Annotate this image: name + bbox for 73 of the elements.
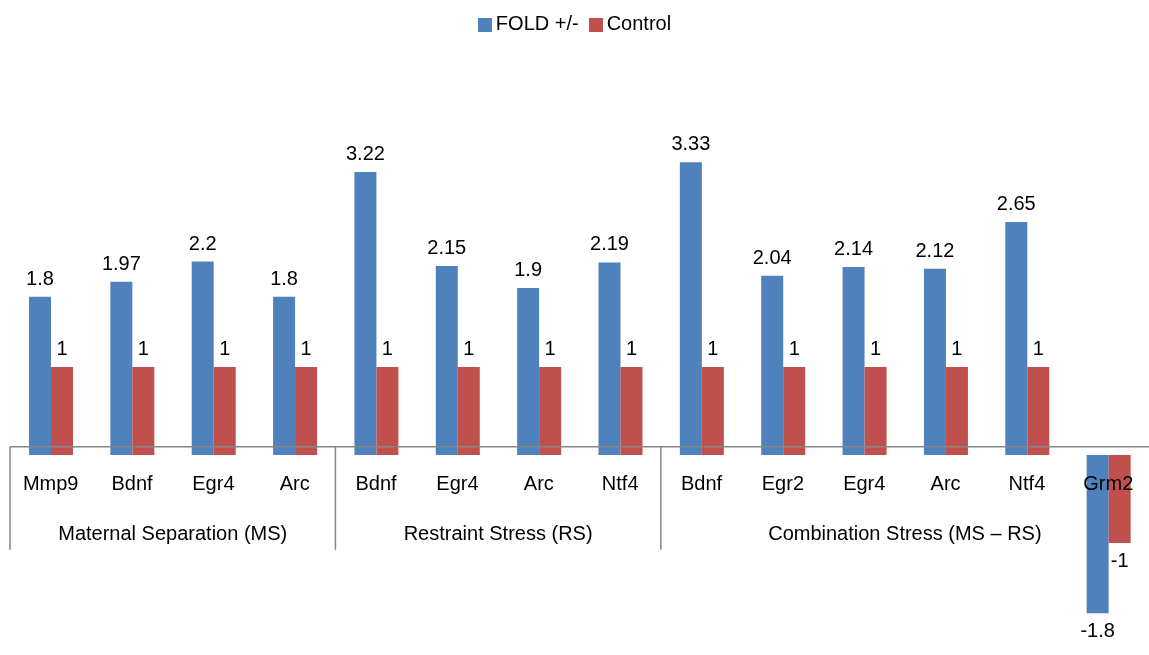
bar (679, 162, 702, 456)
bar (457, 367, 480, 456)
data-label: 2.2 (188, 231, 217, 254)
data-label: 3.22 (345, 141, 385, 164)
x-tick-label: Bdnf (680, 471, 723, 494)
x-tick-label: Egr2 (761, 471, 805, 494)
bar (110, 281, 133, 456)
bar (273, 296, 296, 456)
data-label: 2.15 (427, 236, 467, 259)
x-tick-label: Arc (523, 471, 554, 494)
data-label: 2.65 (996, 192, 1036, 215)
data-label: 1 (544, 337, 556, 360)
data-label: 2.12 (915, 238, 955, 261)
bar (945, 367, 968, 456)
bar (923, 268, 946, 456)
bar (435, 266, 458, 456)
data-label: 1 (870, 337, 882, 360)
data-label: 1 (788, 337, 800, 360)
data-label: 1 (463, 337, 475, 360)
bar (864, 367, 887, 456)
data-label: 1.97 (101, 251, 141, 274)
x-tick-label: Egr4 (192, 471, 235, 494)
x-tick-label: Egr4 (436, 471, 479, 494)
data-label: 1.8 (26, 266, 54, 289)
legend-label: FOLD +/- (495, 12, 579, 34)
x-tick-label: Ntf4 (601, 471, 639, 494)
bar (29, 296, 51, 456)
x-tick-label: Mmp9 (22, 471, 79, 494)
x-tick-label: Egr4 (843, 471, 886, 494)
bar (761, 275, 784, 456)
bar (132, 367, 155, 456)
bar (842, 266, 865, 456)
bar (376, 367, 399, 456)
annotation: Restraint Stress (RS) (403, 521, 593, 544)
bar (1027, 367, 1050, 456)
x-tick-label: Bdnf (355, 471, 398, 494)
data-label: 1 (219, 337, 231, 360)
data-label: -1.8 (1080, 619, 1115, 642)
bar (191, 261, 214, 456)
bar (539, 367, 562, 456)
data-label: 1.8 (270, 266, 298, 289)
data-label: 2.14 (834, 236, 874, 259)
x-tick-label: Arc (930, 471, 961, 494)
data-label: 2.19 (590, 232, 629, 255)
bar (598, 262, 621, 456)
data-label: 1 (381, 337, 393, 360)
bar (517, 287, 540, 456)
data-label: 1.9 (514, 257, 543, 280)
data-label: -1 (1110, 548, 1129, 571)
legend-label: Control (606, 12, 672, 34)
data-label: 1 (137, 337, 149, 360)
data-label: 3.33 (671, 132, 711, 155)
x-tick-label: Grm2 (1083, 471, 1134, 494)
bar (51, 367, 73, 456)
bar (620, 367, 643, 456)
x-tick-label: Arc (279, 471, 310, 494)
bar (783, 367, 806, 456)
bar (295, 367, 318, 456)
data-label: 2.04 (752, 245, 792, 268)
bar (213, 367, 236, 456)
annotation: Combination Stress (MS – RS) (768, 521, 1042, 544)
x-tick-label: Ntf4 (1008, 471, 1046, 494)
bar (1005, 222, 1028, 456)
annotation: Maternal Separation (MS) (58, 521, 288, 544)
x-tick-label: Bdnf (111, 471, 154, 494)
data-label: 1 (625, 337, 638, 360)
data-label: 1 (707, 337, 719, 360)
bar (354, 171, 377, 456)
bar (701, 367, 724, 456)
data-label: 1 (1032, 337, 1044, 360)
data-label: 1 (300, 337, 312, 360)
data-label: 1 (951, 337, 963, 360)
data-label: 1 (56, 337, 68, 360)
